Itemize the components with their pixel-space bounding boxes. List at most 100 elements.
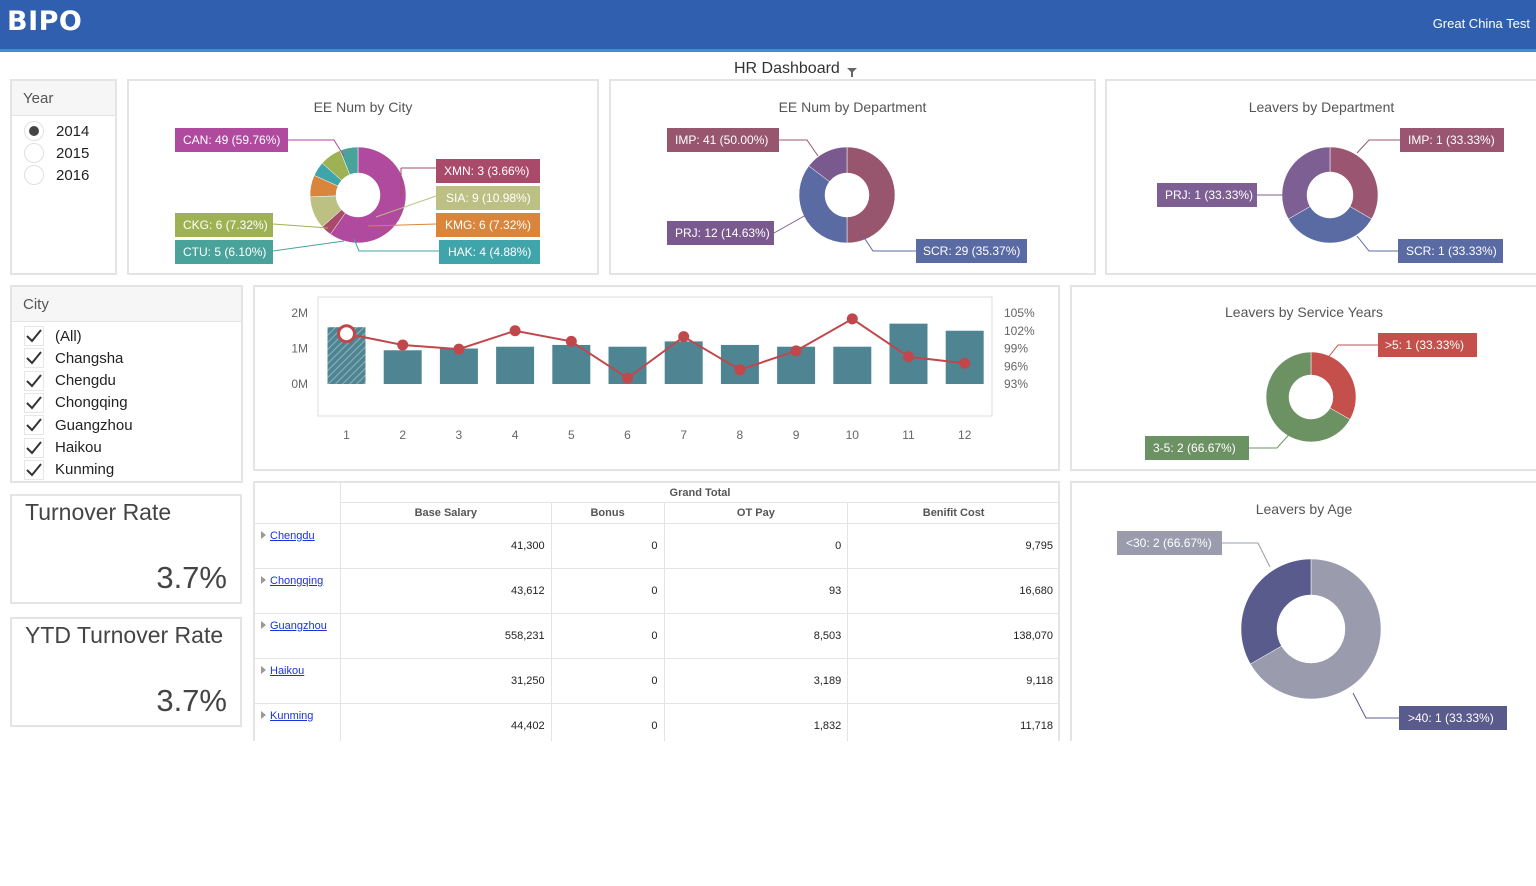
data-label: XMN: 3 (3.66%) <box>444 164 529 178</box>
bar-month-7[interactable] <box>664 341 703 384</box>
expand-icon[interactable] <box>261 711 266 719</box>
dashboard-dropdown-icon[interactable] <box>846 66 858 78</box>
expand-icon[interactable] <box>261 531 266 539</box>
city-link[interactable]: Chongqing <box>270 575 324 587</box>
city-option[interactable]: Chengdu <box>24 370 116 392</box>
dashboard-title[interactable]: HR Dashboard <box>734 60 840 77</box>
city-option-label: Changsha <box>55 349 124 367</box>
city-option[interactable]: Haikou <box>24 437 102 459</box>
company-name[interactable]: Great China Test <box>1432 16 1530 31</box>
data-label: CTU: 5 (6.10%) <box>183 245 266 259</box>
donut[interactable] <box>1281 146 1379 244</box>
city-option[interactable]: Chongqing <box>24 392 128 414</box>
checkbox-icon[interactable] <box>24 459 44 480</box>
line-point-month-1[interactable] <box>337 324 356 344</box>
donut-slice-prj[interactable] <box>1281 146 1331 220</box>
checkbox-icon[interactable] <box>24 348 44 369</box>
donut[interactable] <box>798 146 896 244</box>
city-option-label: Chengdu <box>55 372 116 390</box>
checkbox-icon[interactable] <box>24 415 44 436</box>
leavers-dept-donut-chart: IMP: 1 (33.33%) PRJ: 1 (33.33%) SCR: 1 (… <box>1157 128 1504 263</box>
checkbox-icon[interactable] <box>24 370 44 391</box>
city-option[interactable]: Changsha <box>24 347 123 369</box>
table-row[interactable]: Chengdu 41,300 0 0 9,795 <box>255 523 1058 569</box>
expand-icon[interactable] <box>261 621 266 629</box>
donut[interactable] <box>1265 351 1357 443</box>
service-years-donut-chart: >5: 1 (33.33%) 3-5: 2 (66.67%) <box>1145 333 1477 460</box>
expand-icon[interactable] <box>261 576 266 584</box>
donut-slice--30[interactable] <box>1250 558 1382 700</box>
city-option[interactable]: Guangzhou <box>24 414 133 436</box>
year-option[interactable]: 2014 <box>24 120 89 142</box>
line-point-month-12[interactable] <box>959 357 971 369</box>
table-row[interactable]: Haikou 31,250 0 3,189 9,118 <box>255 658 1058 704</box>
donut-slice-prj[interactable] <box>808 146 848 183</box>
data-label: >40: 1 (33.33%) <box>1408 711 1494 725</box>
bar-month-12[interactable] <box>945 330 984 384</box>
donut-slice-ctu[interactable] <box>339 146 359 175</box>
table-cell: 3,189 <box>663 658 849 704</box>
radio-icon[interactable] <box>24 143 44 163</box>
city-option[interactable]: Kunming <box>24 459 114 481</box>
row-header-cell: Chongqing <box>255 568 341 614</box>
table-cell: 558,231 <box>339 613 552 659</box>
bar-month-4[interactable] <box>496 346 535 384</box>
radio-icon[interactable] <box>24 165 44 185</box>
x-axis-tick-label: 9 <box>793 428 800 442</box>
radio-selected-dot <box>29 126 39 136</box>
column-header[interactable]: Benifit Cost <box>847 502 1058 524</box>
rate-line <box>346 317 965 380</box>
city-option[interactable]: (All) <box>24 325 82 347</box>
checkbox-icon[interactable] <box>24 326 44 346</box>
line-point-month-4[interactable] <box>509 325 521 337</box>
donut-slice--5[interactable] <box>1310 351 1357 420</box>
donut-slice-scr[interactable] <box>1288 206 1372 244</box>
x-axis-tick-label: 2 <box>399 428 406 442</box>
year-option[interactable]: 2015 <box>24 142 89 164</box>
leavers-by-age-panel: Leavers by Age <30: 2 (66.67%) >40: 1 (3… <box>1070 481 1536 741</box>
column-header[interactable]: Bonus <box>550 502 665 524</box>
donut-slice-imp[interactable] <box>846 146 896 244</box>
year-option[interactable]: 2016 <box>24 164 89 186</box>
column-header[interactable]: OT Pay <box>663 502 849 524</box>
data-label: CKG: 6 (7.32%) <box>183 218 268 232</box>
donut-slice-imp[interactable] <box>1329 146 1379 220</box>
city-option-label: Kunming <box>55 461 115 479</box>
line-point-month-10[interactable] <box>846 313 858 325</box>
city-link[interactable]: Haikou <box>270 665 305 677</box>
donut-slice--40[interactable] <box>1240 558 1312 665</box>
line-point-month-8[interactable] <box>734 364 746 376</box>
line-point-month-3[interactable] <box>453 343 465 355</box>
city-link[interactable]: Kunming <box>270 710 314 722</box>
city-link[interactable]: Guangzhou <box>270 620 327 632</box>
donut[interactable] <box>1240 558 1382 700</box>
line-point-month-11[interactable] <box>903 351 914 363</box>
table-row[interactable]: Kunming 44,402 0 1,832 11,718 <box>255 703 1058 741</box>
line-point-month-2[interactable] <box>397 339 409 351</box>
year-option-label: 2016 <box>56 166 90 184</box>
expand-icon[interactable] <box>261 666 266 674</box>
bar-month-10[interactable] <box>833 346 872 384</box>
column-header[interactable]: Base Salary <box>339 502 552 524</box>
donut[interactable] <box>309 146 407 244</box>
line-point-month-7[interactable] <box>678 331 690 343</box>
table-cell: 9,795 <box>847 523 1058 569</box>
donut-slice-can[interactable] <box>330 146 407 244</box>
line-point-month-9[interactable] <box>790 345 802 357</box>
kpi-label: YTD Turnover Rate <box>25 622 224 648</box>
bar-month-2[interactable] <box>383 350 422 384</box>
bar-month-5[interactable] <box>552 344 591 384</box>
checkbox-icon[interactable] <box>24 437 44 458</box>
line-point-month-5[interactable] <box>565 335 577 347</box>
data-label: >5: 1 (33.33%) <box>1385 338 1464 352</box>
checkbox-icon[interactable] <box>24 392 44 413</box>
city-link[interactable]: Chengdu <box>270 530 315 542</box>
table-row[interactable]: Guangzhou 558,231 0 8,503 138,070 <box>255 613 1058 659</box>
donut-slice-scr[interactable] <box>798 165 848 244</box>
bipo-logo[interactable]: BIPO <box>7 6 83 37</box>
x-axis-tick-label: 11 <box>902 428 915 442</box>
radio-icon[interactable] <box>24 121 44 141</box>
ee-num-by-department-panel: EE Num by Department IMP: 41 (50.00%) PR… <box>609 79 1096 275</box>
table-row[interactable]: Chongqing 43,612 0 93 16,680 <box>255 568 1058 614</box>
line-point-month-6[interactable] <box>622 372 633 384</box>
